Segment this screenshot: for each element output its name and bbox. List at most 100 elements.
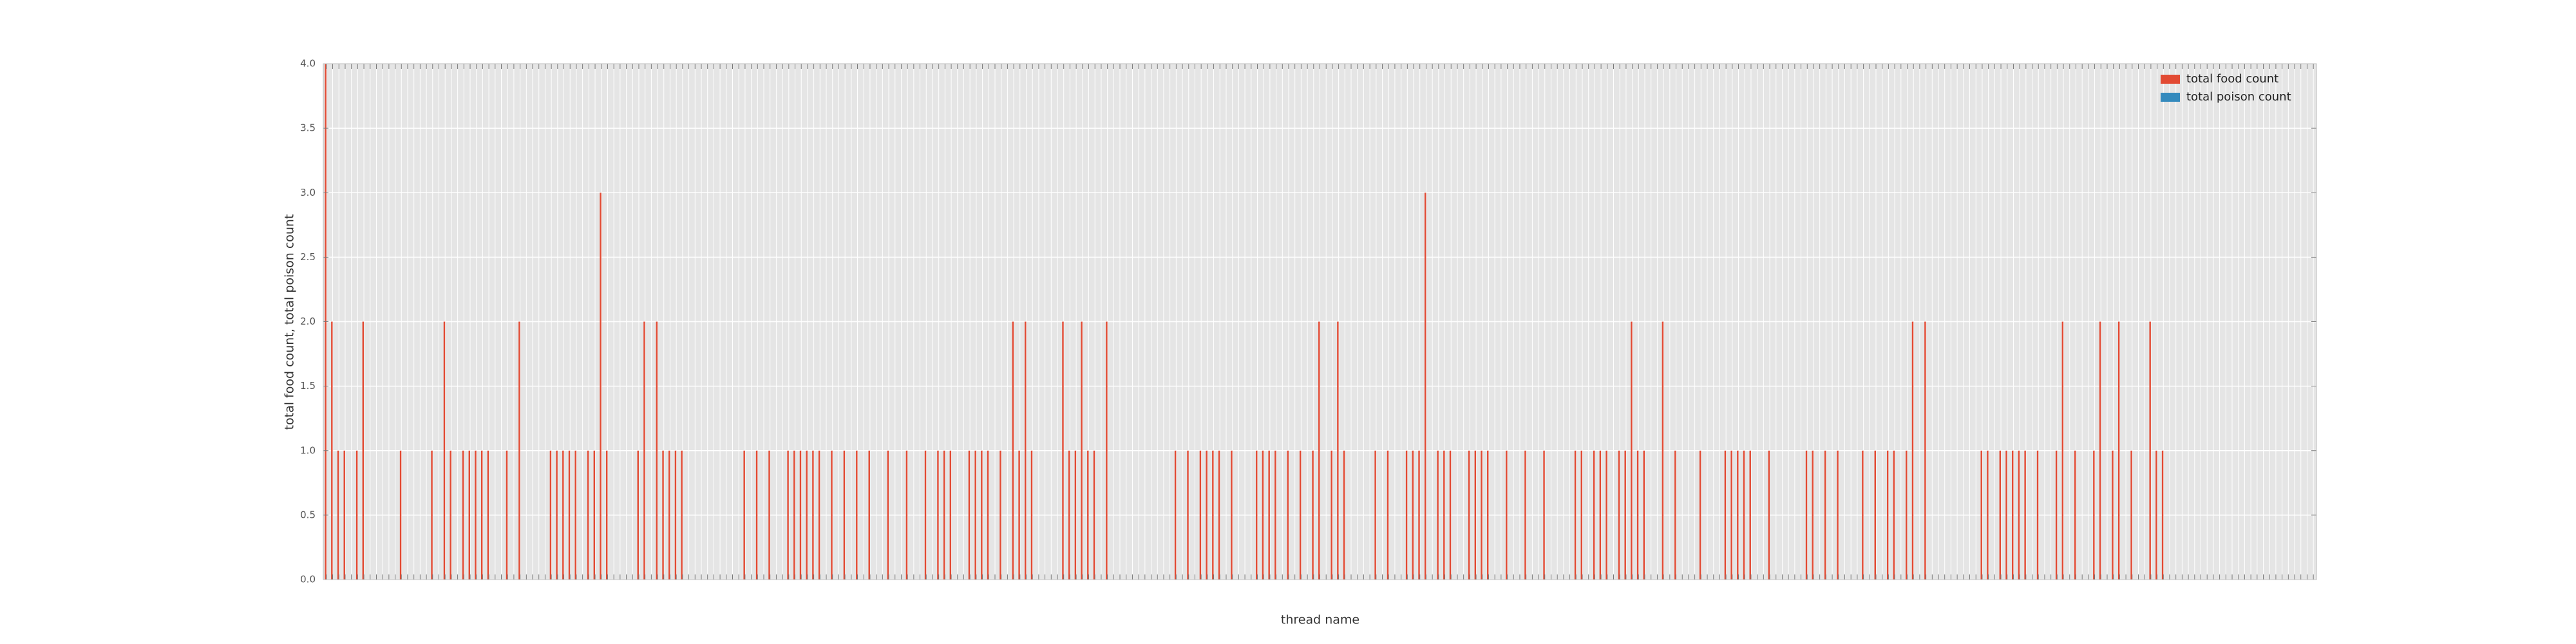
bar	[868, 450, 870, 580]
bar	[443, 321, 446, 580]
bar	[818, 450, 820, 580]
bar	[2012, 450, 2014, 580]
bar	[1911, 321, 1914, 580]
bar	[1674, 450, 1676, 580]
bar	[843, 450, 846, 580]
bar	[2093, 450, 2095, 580]
bar	[1812, 450, 1814, 580]
bar	[1437, 450, 1439, 580]
bars	[325, 64, 2164, 580]
bar	[787, 450, 789, 580]
bar	[831, 450, 833, 580]
bar	[1443, 450, 1445, 580]
bar	[1837, 450, 1839, 580]
bar	[1337, 321, 1339, 580]
bar	[1886, 450, 1889, 580]
bar	[480, 450, 483, 580]
bar	[1174, 450, 1177, 580]
bar	[1187, 450, 1189, 580]
bar	[1262, 450, 1264, 580]
bar	[355, 450, 358, 580]
bar	[887, 450, 889, 580]
legend: total food count total poison count	[2161, 72, 2291, 104]
bar	[1287, 450, 1289, 580]
bar	[1412, 450, 1414, 580]
bar	[593, 450, 596, 580]
bar	[1893, 450, 1895, 580]
bar	[1318, 321, 1320, 580]
bar	[1449, 450, 1452, 580]
bar	[999, 450, 1001, 580]
bar	[656, 321, 658, 580]
y-tick-label: 0.5	[300, 509, 316, 520]
bar	[399, 450, 402, 580]
legend-label: total poison count	[2186, 90, 2291, 104]
bar	[905, 450, 908, 580]
bar	[2055, 450, 2058, 580]
bar	[974, 450, 976, 580]
bar	[743, 450, 745, 580]
bar	[600, 193, 601, 580]
bar	[674, 450, 677, 580]
y-tick-label: 4.0	[300, 58, 316, 70]
bar	[1087, 450, 1089, 580]
bar	[1474, 450, 1477, 580]
bar	[755, 450, 758, 580]
bar	[362, 321, 365, 580]
bar	[337, 450, 339, 580]
bar	[1574, 450, 1577, 580]
bar	[1387, 450, 1389, 580]
bar	[1418, 450, 1420, 580]
bar	[506, 450, 508, 580]
bar	[799, 450, 802, 580]
bar	[1343, 450, 1345, 580]
bar	[2061, 321, 2064, 580]
legend-swatch	[2161, 75, 2180, 84]
bar	[2036, 450, 2039, 580]
bar	[1331, 450, 1332, 580]
bar	[2005, 450, 2007, 580]
bar	[1543, 450, 1545, 580]
bar	[2024, 450, 2026, 580]
bar	[1025, 321, 1027, 580]
bar	[1212, 450, 1214, 580]
bar	[2117, 321, 2120, 580]
bar	[924, 450, 927, 580]
bar	[1618, 450, 1620, 580]
bar	[468, 450, 471, 580]
bar	[1743, 450, 1745, 580]
bar	[343, 450, 345, 580]
bar	[1749, 450, 1751, 580]
bar	[1231, 450, 1233, 580]
bar	[587, 450, 589, 580]
bar	[475, 450, 477, 580]
bar	[937, 450, 939, 580]
bar	[574, 450, 576, 580]
y-tick-label: 2.5	[300, 251, 316, 263]
bar	[1405, 450, 1408, 580]
bar	[1074, 450, 1077, 580]
bar	[1018, 450, 1020, 580]
bar	[450, 450, 451, 580]
bar	[1374, 450, 1376, 580]
bar	[2149, 321, 2151, 580]
bar	[1580, 450, 1582, 580]
bar	[462, 450, 464, 580]
x-axis-label: thread name	[1281, 613, 1359, 627]
bar	[1062, 321, 1064, 580]
bar	[943, 450, 945, 580]
bar	[1299, 450, 1302, 580]
bar	[1805, 450, 1808, 580]
bar	[662, 450, 664, 580]
bar	[2155, 450, 2157, 580]
bar	[1012, 321, 1014, 580]
bar	[793, 450, 795, 580]
bar	[1218, 450, 1220, 580]
bar	[806, 450, 808, 580]
bar	[487, 450, 489, 580]
bar	[2130, 450, 2132, 580]
bar	[2074, 450, 2076, 580]
bar	[2161, 450, 2164, 580]
bar	[1699, 450, 1701, 580]
